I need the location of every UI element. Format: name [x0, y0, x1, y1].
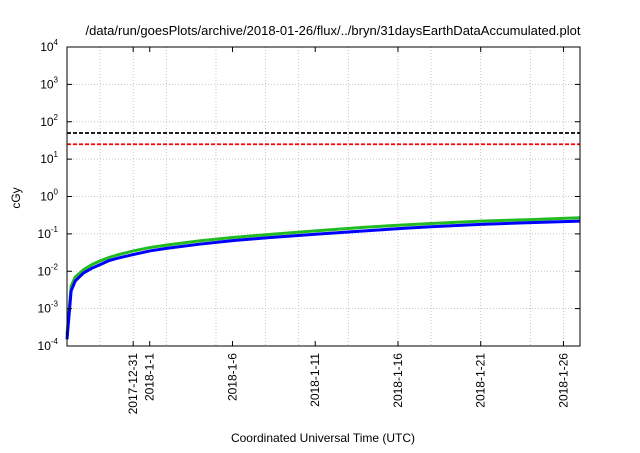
y-tick-base: 10	[40, 152, 54, 166]
x-tick-label: 2018-1-11	[308, 353, 322, 407]
y-tick-exponent: -2	[51, 262, 59, 271]
y-tick-base: 10	[40, 190, 54, 204]
y-axis-label: cGy	[9, 187, 23, 208]
y-tick-exponent: 0	[54, 188, 59, 197]
series-group	[65, 216, 581, 340]
y-tick-label: 104	[40, 38, 58, 54]
y-tick-label: 10-4	[38, 337, 59, 353]
x-tick-label: 2018-1-1	[143, 353, 157, 401]
y-tick-label: 101	[40, 150, 58, 166]
y-tick-exponent: -4	[51, 337, 59, 346]
y-tick-base: 10	[38, 227, 52, 241]
y-tick-exponent: 4	[54, 38, 59, 47]
x-tick-label: 2018-1-16	[391, 353, 405, 408]
y-tick-label: 10-1	[38, 225, 59, 241]
y-tick-label: 10-3	[38, 300, 59, 316]
chart-title: /data/run/goesPlots/archive/2018-01-26/f…	[85, 23, 580, 38]
y-tick-label: 10-2	[38, 262, 59, 278]
x-axis-label: Coordinated Universal Time (UTC)	[231, 431, 415, 445]
x-tick-label: 2018-1-21	[474, 353, 488, 408]
grid	[67, 47, 580, 346]
y-tick-label: 100	[40, 188, 58, 204]
y-tick-exponent: 1	[54, 150, 59, 159]
y-tick-base: 10	[38, 339, 52, 353]
y-tick-exponent: 2	[54, 113, 59, 122]
y-tick-label: 103	[40, 75, 58, 91]
y-tick-base: 10	[38, 264, 52, 278]
y-tick-base: 10	[40, 77, 54, 91]
y-tick-exponent: 3	[54, 75, 59, 84]
x-tick-label: 2017-12-31	[126, 353, 140, 415]
series-line-0	[65, 216, 581, 335]
series-line-1	[65, 219, 581, 340]
y-tick-base: 10	[40, 115, 54, 129]
y-tick-base: 10	[38, 302, 52, 316]
x-tick-label: 2018-1-6	[225, 353, 239, 401]
x-axis-ticks: 2017-12-31 2018-1-1 2018-1-6 2018-1-11 2018-…	[126, 47, 570, 414]
y-tick-label: 102	[40, 113, 58, 129]
reference-lines	[67, 132, 580, 146]
y-tick-exponent: -1	[51, 225, 59, 234]
x-tick-label: 2018-1-26	[556, 353, 570, 408]
plot-frame	[66, 46, 581, 347]
y-tick-base: 10	[40, 40, 54, 54]
y-tick-exponent: -3	[51, 300, 59, 309]
